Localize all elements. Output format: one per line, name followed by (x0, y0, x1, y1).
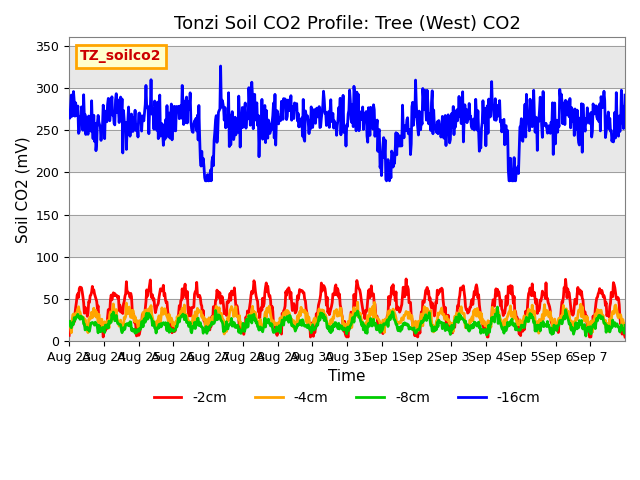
Bar (69, 299, 625, 341)
Bar (69, 215, 625, 257)
X-axis label: Time: Time (328, 370, 366, 384)
Text: TZ_soilco2: TZ_soilco2 (80, 49, 162, 63)
Y-axis label: Soil CO2 (mV): Soil CO2 (mV) (15, 136, 30, 242)
Title: Tonzi Soil CO2 Profile: Tree (West) CO2: Tonzi Soil CO2 Profile: Tree (West) CO2 (173, 15, 520, 33)
Bar (69, 130, 625, 172)
Bar (69, 46, 625, 88)
Legend: -2cm, -4cm, -8cm, -16cm: -2cm, -4cm, -8cm, -16cm (148, 385, 546, 410)
